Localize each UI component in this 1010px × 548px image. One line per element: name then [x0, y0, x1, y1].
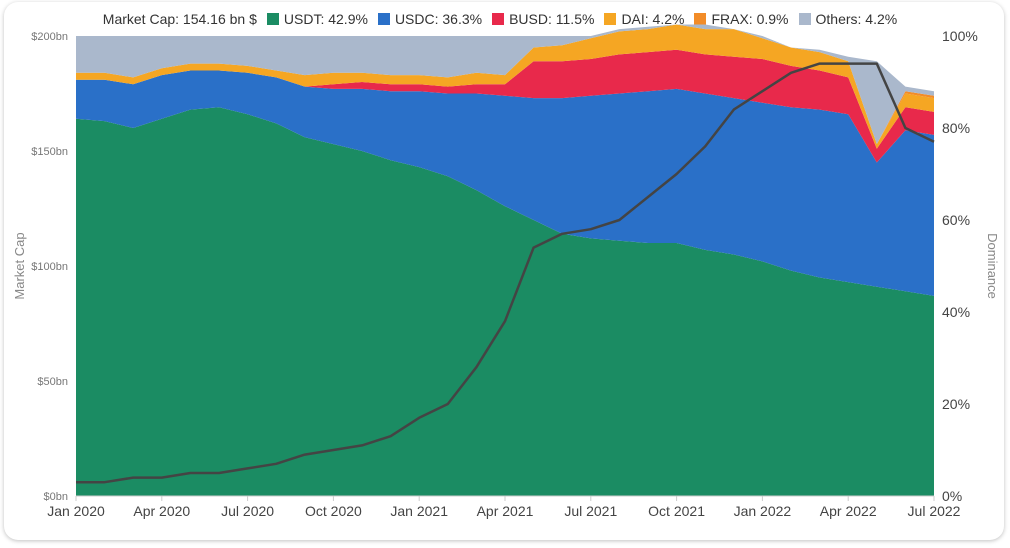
- area-busd: [76, 49, 934, 163]
- stacked-areas: [76, 24, 934, 497]
- left-tick-label: $0bn: [44, 491, 68, 503]
- legend-item-busd[interactable]: BUSD: 11.5%: [492, 11, 594, 27]
- x-tick-label: Apr 2022: [820, 503, 877, 519]
- x-tick-label: Oct 2020: [305, 503, 362, 519]
- dominance-line: [76, 62, 935, 484]
- legend-swatch-usdc: [377, 13, 390, 25]
- y-axis-title-right: Dominance: [985, 233, 1000, 299]
- right-tick-label: 40%: [942, 304, 970, 320]
- dominance-line-layer: [76, 62, 935, 484]
- chart-legend: Market Cap: 154.16 bn $ USDT: 42.9% USDC…: [0, 8, 1010, 30]
- legend-item-usdt[interactable]: USDT: 42.9%: [266, 11, 368, 27]
- right-tick-label: 100%: [942, 28, 978, 44]
- left-tick-label: $100bn: [31, 261, 68, 273]
- legend-swatch-dai: [604, 13, 617, 25]
- legend-label-usdc: USDC: 36.3%: [394, 11, 483, 27]
- legend-item-others[interactable]: Others: 4.2%: [798, 11, 898, 27]
- x-tick-label: Jan 2020: [47, 503, 105, 519]
- legend-label-busd: BUSD: 11.5%: [509, 11, 595, 27]
- legend-label-frax: FRAX: 0.9%: [711, 11, 789, 27]
- left-tick-label: $150bn: [31, 146, 68, 158]
- x-tick-label: Oct 2021: [648, 503, 705, 519]
- legend-label-usdt: USDT: 42.9%: [283, 11, 368, 27]
- right-tick-label: 0%: [942, 488, 962, 504]
- x-tick-label: Jul 2020: [221, 503, 274, 519]
- y-axis-title-left: Market Cap: [12, 232, 27, 299]
- left-axis-ticks: $0bn $50bn $100bn $150bn $200bn: [31, 31, 68, 503]
- legend-swatch-frax: [694, 13, 707, 25]
- legend-item-dai[interactable]: DAI: 4.2%: [604, 11, 684, 27]
- market-cap-label: Market Cap: 154.16 bn $: [102, 11, 257, 27]
- x-tick-label: Jul 2021: [564, 503, 617, 519]
- right-axis-ticks: 0% 20% 40% 60% 80% 100%: [942, 28, 978, 504]
- right-tick-label: 80%: [942, 120, 970, 136]
- area-usdt: [76, 107, 934, 497]
- x-tick-label: Apr 2021: [477, 503, 534, 519]
- x-axis-ticks: Jan 2020 Apr 2020 Jul 2020 Oct 2020 Jan 2021…: [47, 496, 961, 519]
- legend-item-frax[interactable]: FRAX: 0.9%: [694, 11, 789, 27]
- right-tick-label: 20%: [942, 396, 970, 412]
- area-others: [76, 24, 934, 145]
- legend-label-others: Others: 4.2%: [815, 11, 898, 27]
- legend-item-usdc[interactable]: USDC: 36.3%: [377, 11, 483, 27]
- x-tick-label: Jan 2022: [734, 503, 792, 519]
- legend-swatch-others: [798, 13, 811, 25]
- legend-swatch-busd: [492, 13, 505, 25]
- left-tick-label: $200bn: [31, 31, 68, 43]
- legend-swatch-usdt: [266, 13, 279, 25]
- right-tick-label: 60%: [942, 212, 970, 228]
- left-tick-label: $50bn: [37, 376, 68, 388]
- area-dai: [76, 24, 934, 149]
- x-tick-label: Jul 2022: [908, 503, 961, 519]
- x-tick-label: Apr 2020: [133, 503, 190, 519]
- legend-label-dai: DAI: 4.2%: [621, 11, 685, 27]
- x-tick-label: Jan 2021: [390, 503, 448, 519]
